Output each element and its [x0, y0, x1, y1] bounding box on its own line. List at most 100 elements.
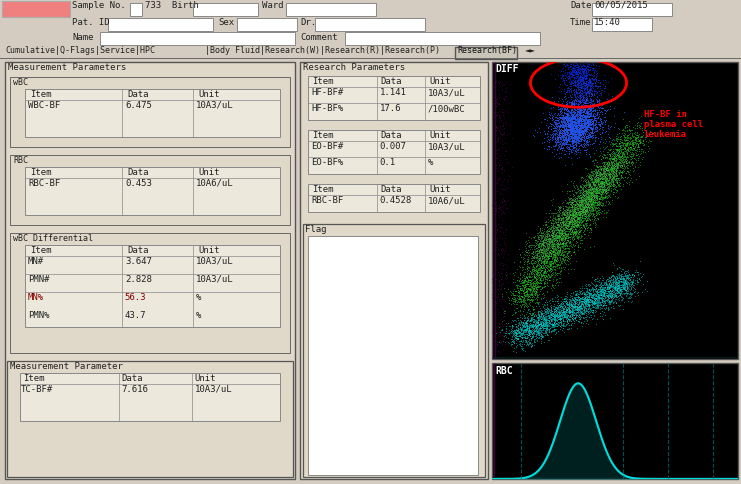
Point	[529, 245, 541, 253]
Point	[548, 237, 560, 245]
Point	[582, 207, 594, 214]
Point	[597, 285, 608, 292]
Point	[576, 300, 588, 308]
Point	[574, 99, 586, 106]
Point	[579, 210, 591, 218]
Point	[571, 72, 582, 80]
FancyBboxPatch shape	[108, 18, 213, 31]
Point	[538, 127, 550, 135]
Point	[567, 127, 579, 135]
Point	[565, 119, 576, 126]
Point	[553, 231, 565, 239]
Point	[588, 297, 599, 305]
Point	[574, 305, 586, 313]
Point	[551, 228, 562, 236]
Point	[556, 144, 568, 152]
Point	[523, 326, 535, 334]
Point	[571, 144, 582, 151]
Point	[585, 166, 597, 173]
Point	[566, 71, 578, 79]
Point	[560, 134, 572, 142]
Point	[621, 145, 633, 152]
Point	[551, 270, 562, 277]
Point	[565, 100, 577, 108]
Point	[634, 124, 646, 132]
Point	[561, 318, 573, 325]
Point	[619, 136, 631, 144]
Point	[533, 283, 545, 291]
Point	[615, 152, 627, 160]
Point	[511, 322, 522, 330]
Point	[571, 121, 583, 129]
Point	[539, 256, 551, 263]
Point	[625, 134, 637, 142]
Point	[540, 326, 552, 334]
Point	[575, 112, 587, 120]
Point	[592, 113, 604, 121]
Point	[526, 293, 538, 301]
Point	[556, 228, 568, 236]
Point	[508, 291, 519, 299]
Point	[577, 67, 589, 75]
Point	[621, 142, 633, 150]
Point	[578, 112, 590, 120]
Point	[569, 199, 581, 207]
Point	[578, 302, 590, 310]
Point	[625, 151, 637, 158]
Point	[543, 325, 555, 333]
Point	[569, 124, 581, 132]
Point	[579, 76, 591, 83]
Point	[610, 138, 622, 146]
Point	[593, 121, 605, 129]
Point	[523, 328, 535, 335]
Point	[571, 304, 582, 312]
Point	[594, 185, 606, 193]
Point	[553, 71, 565, 78]
Point	[570, 139, 582, 147]
Point	[567, 198, 579, 206]
Point	[603, 171, 615, 179]
Point	[577, 85, 589, 92]
Point	[631, 142, 643, 150]
Point	[531, 265, 543, 272]
Point	[502, 108, 514, 116]
Point	[586, 75, 598, 82]
Point	[531, 238, 543, 246]
Point	[579, 197, 591, 204]
Point	[584, 308, 596, 316]
Point	[597, 297, 609, 305]
Point	[531, 318, 543, 325]
Point	[614, 283, 625, 290]
Point	[585, 206, 597, 213]
Point	[601, 292, 613, 300]
Point	[576, 115, 588, 123]
Point	[597, 179, 608, 186]
Point	[565, 137, 576, 145]
Point	[546, 282, 558, 289]
Point	[622, 131, 634, 138]
Point	[562, 308, 574, 316]
Point	[584, 76, 596, 84]
Point	[558, 253, 570, 261]
Point	[523, 270, 535, 278]
Point	[541, 240, 553, 248]
Point	[569, 108, 581, 116]
Point	[553, 116, 565, 124]
Point	[535, 246, 547, 254]
Point	[622, 170, 634, 178]
Point	[570, 229, 582, 237]
Point	[606, 278, 618, 286]
Point	[572, 304, 584, 312]
Point	[615, 153, 627, 161]
Point	[577, 309, 589, 317]
Point	[534, 225, 545, 232]
Point	[537, 316, 549, 324]
Point	[607, 167, 619, 175]
Point	[565, 201, 577, 209]
Point	[549, 141, 561, 149]
Point	[582, 308, 594, 316]
Point	[620, 286, 632, 293]
Point	[587, 92, 599, 100]
Point	[573, 108, 585, 116]
Point	[535, 267, 547, 275]
